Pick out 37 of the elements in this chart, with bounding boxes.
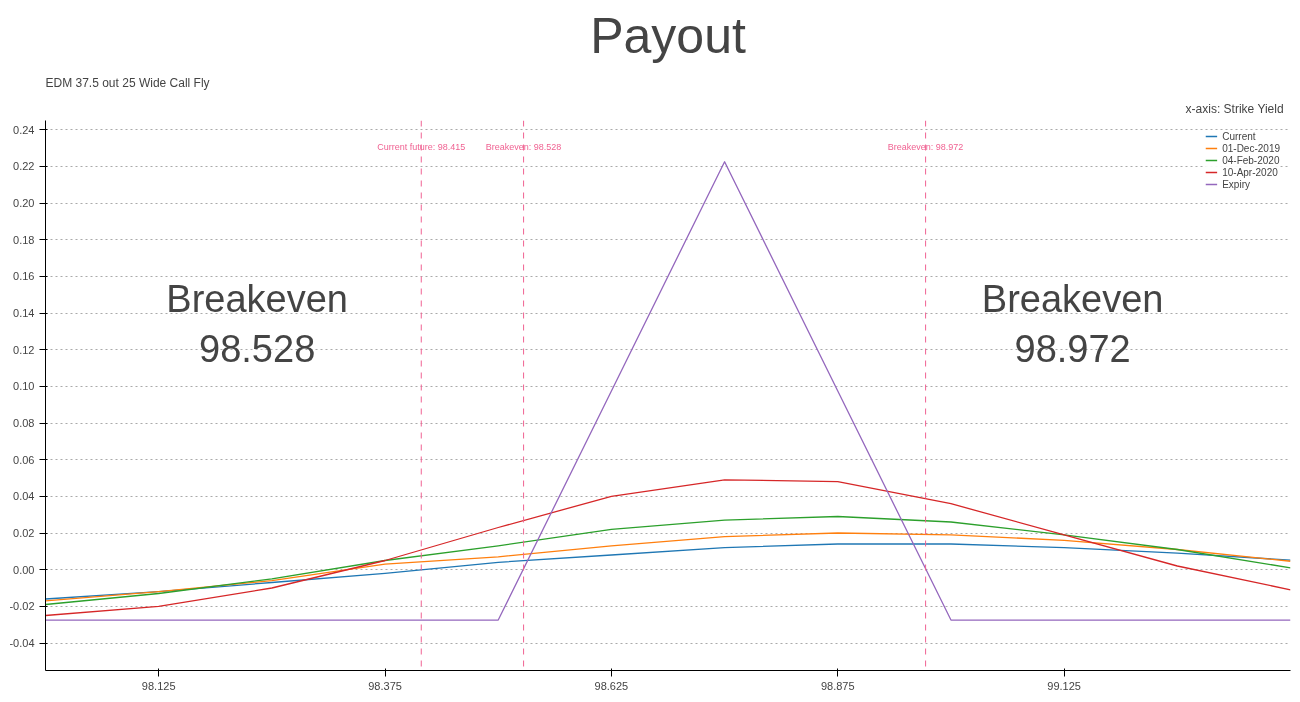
annotation: Breakeven 98.972 (981, 277, 1164, 371)
legend-label: Expiry (1222, 178, 1250, 190)
line-series (45, 515, 1291, 606)
y-tick-label: 0.00 (13, 563, 35, 576)
ref-line-label: Current future: 98.415 (377, 141, 466, 152)
x-tick-label: 99.125 (1047, 679, 1081, 692)
legend-label: 10-Apr-2020 (1222, 166, 1278, 178)
chart-subtitle: EDM 37.5 out 25 Wide Call Fly (45, 75, 210, 90)
y-tick-label: -0.02 (9, 600, 35, 613)
y-tick-label: 0.14 (13, 307, 35, 319)
y-tick-label: 0.16 (13, 270, 35, 283)
legend-label: 04-Feb-2020 (1222, 154, 1280, 166)
y-tick-label: 0.22 (13, 160, 35, 173)
ref-line-label: Breakeven: 98.972 (887, 141, 964, 152)
line-series (45, 543, 1291, 600)
x-tick-label: 98.875 (820, 679, 855, 692)
y-tick-label: 0.06 (13, 453, 35, 466)
y-tick-label: -0.04 (9, 637, 35, 649)
y-tick-label: 0.02 (13, 527, 35, 539)
y-tick-label: 0.10 (13, 380, 35, 393)
legend-label: 01-Dec-2019 (1222, 142, 1280, 154)
annotation: Breakeven 98.528 (166, 277, 348, 371)
x-tick-label: 98.375 (368, 679, 402, 692)
x-tick-label: 98.625 (594, 679, 629, 692)
legend-label: Current (1222, 130, 1256, 142)
ref-line-label: Breakeven: 98.528 (485, 141, 562, 152)
line-series (45, 479, 1291, 617)
text: x-axis: Strike Yield (1185, 101, 1284, 116)
y-tick-label: 0.20 (13, 197, 35, 209)
y-tick-label: 0.04 (13, 490, 35, 503)
line-series (45, 532, 1291, 602)
x-tick-label: 98.125 (141, 679, 176, 692)
chart-title: Payout (590, 7, 746, 64)
y-tick-label: 0.18 (13, 233, 35, 246)
y-tick-label: 0.08 (13, 417, 35, 429)
y-tick-label: 0.12 (13, 343, 35, 356)
y-tick-label: 0.24 (13, 123, 35, 136)
